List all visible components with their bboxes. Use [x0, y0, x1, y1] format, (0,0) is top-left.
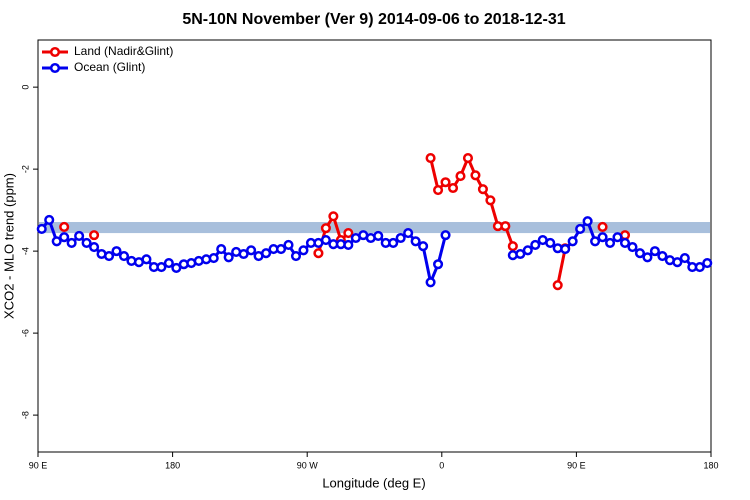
data-point	[74, 230, 85, 242]
data-point	[582, 216, 593, 227]
data-point	[530, 239, 541, 251]
data-point	[440, 177, 451, 188]
data-point	[388, 237, 399, 248]
data-point	[672, 257, 683, 268]
x-tick-label: 0	[439, 460, 444, 470]
data-point	[403, 228, 414, 239]
data-point	[425, 153, 436, 164]
data-point	[103, 250, 115, 262]
data-point	[328, 211, 339, 222]
data-point	[373, 230, 384, 242]
data-point	[522, 245, 533, 256]
data-point	[567, 236, 578, 247]
data-point	[590, 236, 601, 247]
legend-label: Ocean (Glint)	[74, 60, 145, 74]
data-point	[261, 248, 272, 259]
data-point	[410, 236, 421, 247]
x-tick-label: 180	[703, 460, 718, 470]
y-tick-label: 0	[20, 85, 30, 90]
x-tick-label: 180	[165, 460, 180, 470]
x-tick-label: 90 E	[567, 460, 586, 470]
data-point	[612, 232, 623, 243]
data-point	[694, 262, 705, 273]
data-point	[111, 246, 122, 257]
y-tick-label: -8	[20, 411, 30, 419]
data-point	[627, 241, 638, 253]
data-point	[657, 250, 668, 262]
data-point	[649, 246, 660, 257]
y-axis-label: XCO2 - MLO trend (ppm)	[1, 173, 16, 319]
plot-frame	[37, 39, 712, 453]
data-point	[163, 257, 174, 269]
data-point	[440, 230, 451, 241]
data-point	[515, 248, 526, 260]
legend-marker	[49, 46, 61, 58]
data-point	[425, 277, 436, 288]
legend-label: Land (Nadir&Glint)	[74, 44, 173, 58]
data-point	[418, 241, 429, 252]
data-point	[59, 221, 70, 232]
data-point	[507, 241, 518, 252]
data-point	[343, 239, 354, 251]
data-point	[642, 252, 653, 263]
x-tick-label: 90 W	[297, 460, 319, 470]
data-point	[320, 235, 331, 246]
data-point	[283, 239, 294, 251]
data-point	[238, 248, 249, 260]
data-point	[455, 171, 466, 182]
legend-marker	[49, 62, 61, 74]
y-tick-label: -6	[20, 329, 30, 337]
data-point	[500, 221, 511, 232]
data-point	[246, 245, 257, 256]
data-point	[223, 252, 234, 263]
data-point	[89, 230, 100, 241]
data-point	[619, 237, 631, 248]
data-point	[343, 228, 354, 239]
data-point	[470, 170, 481, 181]
data-point	[89, 241, 100, 253]
y-tick-label: -4	[20, 247, 30, 255]
data-point	[485, 195, 496, 206]
data-point	[679, 253, 690, 264]
data-point	[59, 232, 70, 243]
data-point	[634, 248, 646, 259]
data-point	[275, 244, 287, 255]
data-point	[208, 253, 219, 264]
data-point	[313, 248, 324, 259]
x-axis-label: Longitude (deg E)	[322, 475, 425, 490]
data-point	[477, 184, 488, 195]
data-point	[36, 223, 47, 235]
data-point	[66, 237, 77, 248]
data-point	[156, 262, 167, 273]
data-point	[605, 237, 616, 248]
data-point	[597, 221, 608, 232]
chart-title: 5N-10N November (Ver 9) 2014-09-06 to 20…	[182, 11, 565, 28]
data-point	[81, 237, 92, 248]
data-point	[433, 184, 444, 196]
data-point	[51, 236, 62, 247]
data-point	[702, 257, 713, 269]
reference-band	[39, 222, 710, 234]
data-point	[560, 244, 571, 255]
data-point	[298, 245, 309, 256]
data-point	[118, 250, 130, 262]
data-point	[141, 254, 152, 265]
data-point	[433, 259, 444, 270]
y-tick-label: -2	[20, 165, 30, 173]
data-point	[575, 223, 586, 235]
data-point	[552, 280, 563, 291]
data-point	[171, 262, 182, 273]
data-point	[44, 214, 55, 226]
data-point	[447, 182, 459, 194]
data-point	[320, 223, 331, 234]
data-point	[597, 232, 608, 243]
data-point	[462, 153, 474, 164]
data-point	[216, 244, 227, 255]
data-point	[545, 237, 556, 248]
data-point	[395, 232, 406, 244]
x-tick-label: 90 E	[29, 460, 48, 470]
data-point	[290, 250, 302, 262]
